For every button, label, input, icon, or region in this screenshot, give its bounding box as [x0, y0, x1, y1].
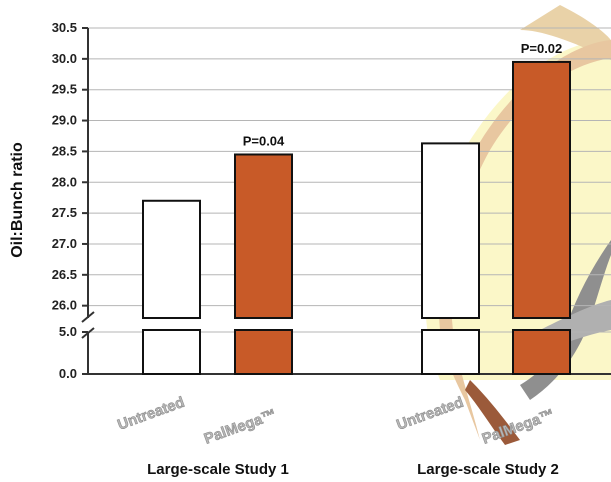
category-label: Untreated	[115, 394, 187, 434]
bar-upper-segment	[421, 142, 480, 319]
bar	[512, 60, 571, 375]
bar	[142, 199, 201, 375]
bar-upper-segment	[234, 153, 293, 319]
group-labels: Large-scale Study 1 Large-scale Study 2	[147, 461, 559, 478]
y-tick-label: 27.5	[52, 205, 77, 220]
y-tick-label: 29.0	[52, 113, 77, 128]
bar-upper-segment	[142, 199, 201, 319]
bar-lower-segment	[234, 329, 293, 375]
y-tick-label: 28.0	[52, 174, 77, 189]
y-axis	[81, 28, 95, 374]
p-value-label: P=0.04	[243, 133, 285, 148]
group-label: Large-scale Study 1	[147, 461, 289, 478]
y-tick-label: 26.5	[52, 267, 77, 282]
y-ticks: 26.0 26.5 27.0 27.5 28.0 28.5 29.0 29.5 30.0 30.5…	[52, 20, 88, 381]
category-label: Untreated	[394, 394, 466, 434]
p-value-label: P=0.02	[521, 41, 563, 56]
bar	[234, 153, 293, 375]
group-label: Large-scale Study 2	[417, 461, 559, 478]
y-tick-label: 28.5	[52, 143, 77, 158]
bar-lower-segment	[142, 329, 201, 375]
axis-break-mark	[81, 311, 95, 339]
bar-upper-segment	[512, 60, 571, 320]
category-label: PalMega™	[202, 406, 279, 448]
y-tick-label: 29.5	[52, 82, 77, 97]
y-axis-title: Oil:Bunch ratio	[9, 142, 26, 258]
bar-lower-segment	[421, 329, 480, 375]
y-tick-label: 5.0	[59, 324, 77, 339]
bars: P=0.04 P=0.02	[142, 41, 571, 375]
bar-lower-segment	[512, 329, 571, 375]
y-tick-label: 30.0	[52, 51, 77, 66]
bar	[421, 142, 480, 375]
y-tick-label: 27.0	[52, 236, 77, 251]
y-tick-label: 30.5	[52, 20, 77, 35]
y-tick-label: 0.0	[59, 366, 77, 381]
y-tick-label: 26.0	[52, 298, 77, 313]
